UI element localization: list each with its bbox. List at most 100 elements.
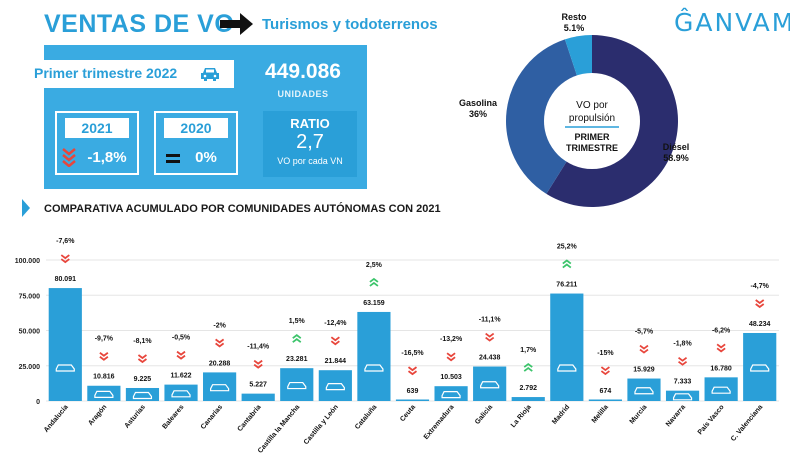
units-label: UNIDADES	[277, 89, 329, 99]
chevron-up-icon	[292, 334, 302, 343]
section-title: COMPARATIVA ACUMULADO POR COMUNIDADES AU…	[44, 203, 441, 215]
change-label: -11,1%	[479, 317, 502, 324]
car-icon	[364, 364, 384, 372]
car-icon	[171, 390, 191, 398]
y-tick-label: 100.000	[15, 258, 40, 265]
bar-value-label: 24.438	[479, 355, 501, 362]
bar	[704, 377, 738, 401]
change-label: 1,5%	[289, 318, 306, 325]
bar-value-label: 7.333	[674, 379, 692, 386]
bar-value-label: 9.225	[134, 376, 152, 383]
period-label: Primer trimestre 2022	[26, 60, 234, 88]
chevron-down-icon	[678, 356, 688, 366]
chevron-down-icon	[99, 352, 109, 361]
ratio-label: RATIO	[290, 116, 330, 131]
car-icon	[132, 391, 153, 400]
car-icon	[750, 364, 770, 372]
chevron-down-icon	[485, 332, 495, 342]
chevron-down-icon	[755, 299, 765, 309]
x-tick-label: Madrid	[551, 404, 571, 426]
car-icon	[634, 387, 654, 395]
chevron-down-icon	[330, 336, 340, 346]
bar-value-label: 11.622	[171, 373, 192, 380]
chevron-up-icon	[523, 362, 533, 372]
car-icon	[480, 381, 500, 389]
bar	[511, 397, 545, 401]
x-tick-label: Castilla y León	[303, 404, 340, 446]
ganvam-logo: ĜANVAM	[674, 8, 790, 37]
bar-value-label: 674	[600, 388, 612, 395]
bar-value-label: 5.227	[249, 382, 267, 389]
change-label: 1,7%	[520, 347, 537, 354]
bar	[241, 393, 275, 401]
change-label: -15%	[597, 350, 614, 357]
bar	[473, 366, 507, 401]
car-icon	[557, 364, 577, 372]
bar	[318, 370, 352, 401]
bar-value-label: 639	[407, 388, 419, 395]
chevron-down-icon	[253, 359, 263, 369]
change-label: -7,6%	[56, 238, 75, 245]
bar	[627, 378, 661, 401]
change-label: 25,2%	[557, 244, 578, 251]
car-icon	[287, 381, 307, 390]
change-label: -4,7%	[751, 283, 770, 290]
bar	[87, 385, 121, 401]
change-label: -5,7%	[635, 329, 654, 336]
x-tick-label: Ceuta	[399, 404, 417, 423]
bar-value-label: 80.091	[55, 276, 77, 283]
bar	[125, 387, 160, 401]
chevron-down-icon	[446, 352, 456, 362]
year-2020-change: 0%	[195, 149, 217, 166]
year-2020-label: 2020	[164, 118, 228, 138]
car-icon	[55, 364, 75, 372]
x-tick-label: Murcia	[629, 404, 649, 426]
change-label: -16,5%	[401, 350, 424, 357]
page-subtitle: Turismos y todoterrenos	[262, 16, 438, 33]
bar-value-label: 16.780	[710, 365, 732, 372]
car-icon	[94, 390, 114, 398]
bar-value-label: 21.844	[325, 358, 347, 365]
bar-value-label: 2.792	[519, 385, 537, 392]
year-2020-box: 2020 0%	[154, 111, 238, 175]
ratio-value: 2,7	[296, 131, 324, 153]
chevron-down-icon	[600, 366, 610, 376]
x-tick-label: Melilla	[591, 404, 610, 425]
ratio-caption: VO por cada VN	[277, 156, 343, 166]
x-tick-label: La Rioja	[510, 404, 533, 429]
change-label: -9,7%	[95, 336, 114, 343]
x-tick-label: C. Valenciana	[730, 404, 764, 443]
x-tick-label: Baleares	[161, 404, 185, 431]
change-label: -11,4%	[247, 344, 270, 351]
year-2021-box: 2021 -1,8%	[55, 111, 139, 175]
bar-value-label: 10.503	[440, 374, 462, 381]
car-icon	[672, 393, 693, 401]
year-2021-label: 2021	[65, 118, 129, 138]
change-label: -2%	[213, 322, 226, 329]
x-tick-label: Castilla la Mancha	[257, 404, 301, 454]
bar-value-label: 23.281	[286, 356, 308, 363]
x-tick-label: Galicia	[474, 404, 494, 426]
chevron-down-icon	[137, 354, 147, 364]
x-tick-label: País Vasco	[697, 404, 726, 437]
y-tick-label: 0	[36, 399, 40, 406]
bar	[164, 384, 198, 401]
x-tick-label: Andalucía	[43, 404, 70, 434]
bar	[434, 386, 468, 401]
bar	[395, 399, 430, 401]
bar	[743, 332, 777, 401]
chevron-up-icon	[369, 277, 379, 287]
page-title: VENTAS DE VO	[44, 10, 235, 38]
x-tick-label: Cantabria	[237, 404, 263, 433]
y-tick-label: 50.000	[19, 329, 41, 336]
chevron-down-icon	[62, 148, 76, 167]
change-label: -8,1%	[133, 338, 152, 345]
bar	[665, 390, 700, 401]
chevron-down-icon	[176, 350, 186, 360]
arrow-right-icon	[220, 13, 253, 35]
car-icon	[711, 386, 731, 394]
x-tick-label: Navarra	[665, 404, 687, 429]
ratio-box: RATIO 2,7 VO por cada VN	[263, 111, 357, 177]
chevron-down-icon	[639, 344, 649, 354]
car-icon	[201, 68, 219, 81]
